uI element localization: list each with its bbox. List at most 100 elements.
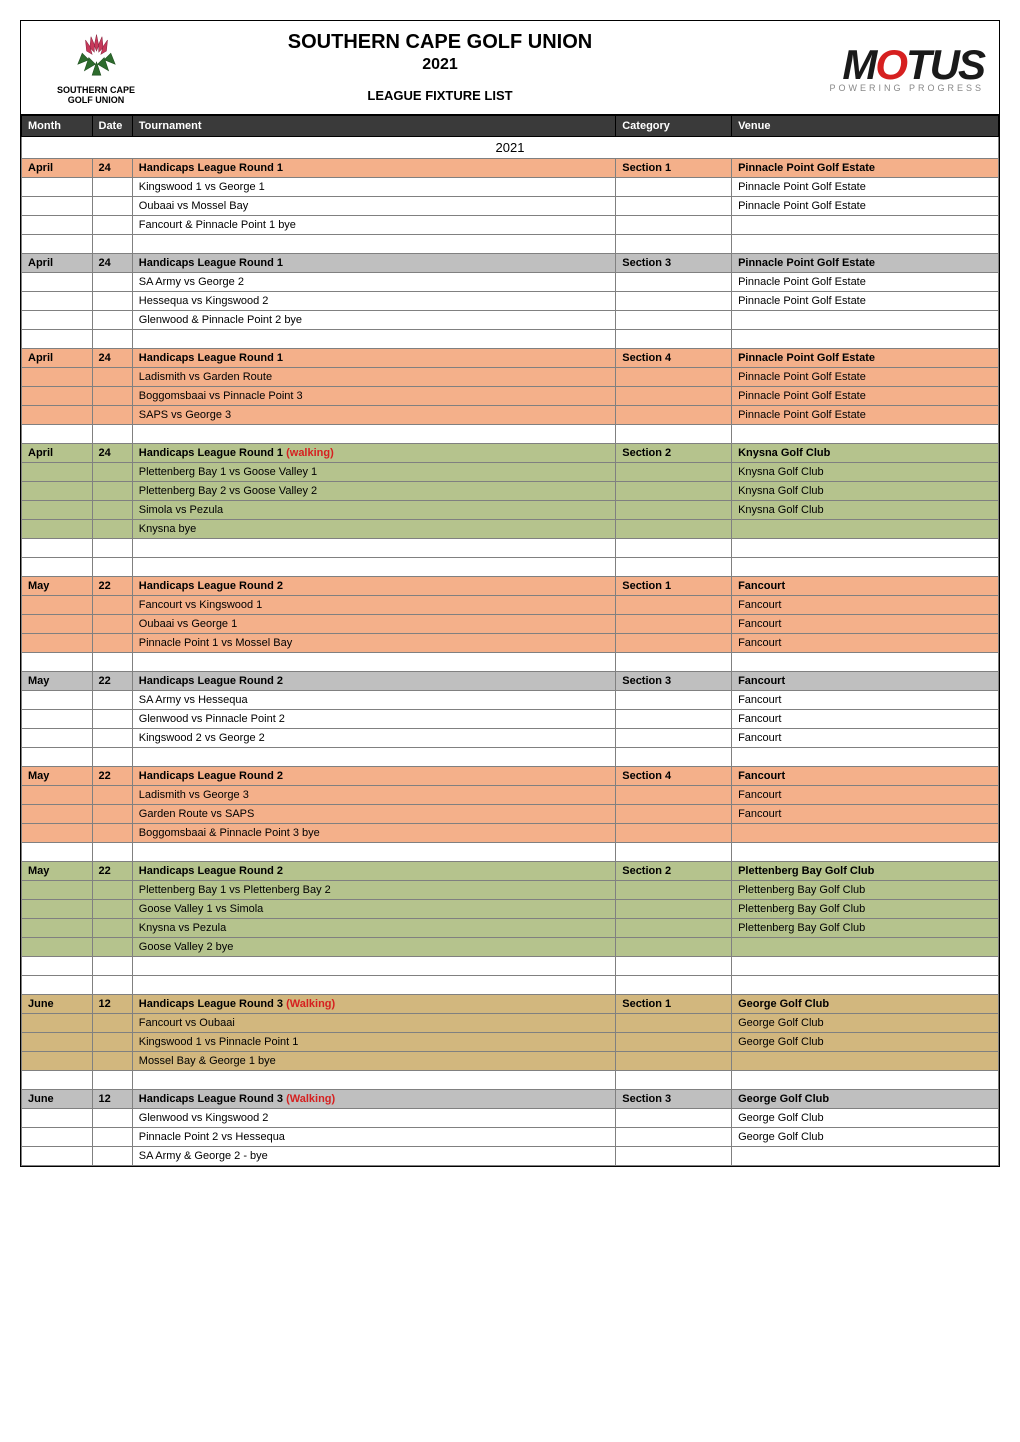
spacer-cell [92,747,132,766]
spacer-cell [92,557,132,576]
spacer-row [22,1070,999,1089]
header-center: SOUTHERN CAPE GOLF UNION 2021 LEAGUE FIX… [156,31,724,103]
logo-line2: GOLF UNION [68,95,125,105]
empty-date-cell [92,367,132,386]
empty-date-cell [92,386,132,405]
col-category: Category [616,115,732,136]
venue-cell: Pinnacle Point Golf Estate [732,196,999,215]
empty-date-cell [92,633,132,652]
fixture-row: Kingswood 2 vs George 2Fancourt [22,728,999,747]
spacer-row [22,424,999,443]
empty-category-cell [616,709,732,728]
fixture-cell: Ladismith vs George 3 [132,785,615,804]
fixture-cell: Glenwood vs Kingswood 2 [132,1108,615,1127]
round-title-cell: Handicaps League Round 2 [132,671,615,690]
fixture-row: Plettenberg Bay 2 vs Goose Valley 2Knysn… [22,481,999,500]
empty-month-cell [22,367,93,386]
logo-line1: SOUTHERN CAPE [57,85,135,95]
spacer-row [22,329,999,348]
section-cell: Section 3 [616,1089,732,1108]
empty-month-cell [22,177,93,196]
round-title-cell: Handicaps League Round 3 (Walking) [132,1089,615,1108]
round-title-prefix: Handicaps League Round 1 [139,447,286,459]
round-title-prefix: Handicaps League Round 3 [139,998,286,1010]
section-cell: Section 1 [616,576,732,595]
empty-date-cell [92,918,132,937]
venue-cell [732,1146,999,1165]
empty-month-cell [22,690,93,709]
fixture-cell: Knysna bye [132,519,615,538]
empty-month-cell [22,310,93,329]
empty-month-cell [22,405,93,424]
fixture-row: Kingswood 1 vs George 1Pinnacle Point Go… [22,177,999,196]
date-cell: 22 [92,861,132,880]
header-subtitle: LEAGUE FIXTURE LIST [156,88,724,103]
venue-cell [732,215,999,234]
header-venue-cell: Pinnacle Point Golf Estate [732,253,999,272]
section-cell: Section 1 [616,994,732,1013]
fixture-row: Oubaai vs George 1Fancourt [22,614,999,633]
empty-date-cell [92,709,132,728]
spacer-cell [732,747,999,766]
spacer-row [22,538,999,557]
fixture-row: Pinnacle Point 1 vs Mossel BayFancourt [22,633,999,652]
spacer-cell [732,652,999,671]
fixture-row: Mossel Bay & George 1 bye [22,1051,999,1070]
sponsor-logo: MOTUS POWERING PROGRESS [724,41,984,93]
fixture-cell: SA Army vs George 2 [132,272,615,291]
spacer-cell [22,842,93,861]
spacer-cell [732,538,999,557]
empty-category-cell [616,215,732,234]
empty-month-cell [22,728,93,747]
col-tournament: Tournament [132,115,615,136]
empty-category-cell [616,1032,732,1051]
spacer-cell [92,956,132,975]
empty-date-cell [92,462,132,481]
document-frame: SOUTHERN CAPE GOLF UNION SOUTHERN CAPE G… [20,20,1000,1167]
fixture-cell: Kingswood 1 vs Pinnacle Point 1 [132,1032,615,1051]
spacer-cell [732,329,999,348]
fixture-cell: Simola vs Pezula [132,500,615,519]
block-header-row: April24Handicaps League Round 1Section 4… [22,348,999,367]
venue-cell [732,519,999,538]
fixture-row: Glenwood vs Pinnacle Point 2Fancourt [22,709,999,728]
empty-date-cell [92,1013,132,1032]
spacer-cell [616,652,732,671]
venue-cell [732,310,999,329]
spacer-cell [616,956,732,975]
empty-category-cell [616,690,732,709]
empty-date-cell [92,310,132,329]
spacer-cell [616,747,732,766]
spacer-cell [132,538,615,557]
date-cell: 22 [92,576,132,595]
section-cell: Section 2 [616,443,732,462]
block-header-row: May22Handicaps League Round 2Section 1Fa… [22,576,999,595]
empty-month-cell [22,386,93,405]
fixture-cell: Knysna vs Pezula [132,918,615,937]
empty-category-cell [616,481,732,500]
venue-cell: George Golf Club [732,1127,999,1146]
section-cell: Section 2 [616,861,732,880]
spacer-cell [132,424,615,443]
sponsor-name: MOTUS [724,41,984,89]
round-title-prefix: Handicaps League Round 3 [139,1093,286,1105]
venue-cell: Plettenberg Bay Golf Club [732,918,999,937]
spacer-row [22,234,999,253]
empty-category-cell [616,899,732,918]
venue-cell: Fancourt [732,614,999,633]
date-cell: 24 [92,158,132,177]
header-year: 2021 [156,56,724,74]
spacer-cell [132,956,615,975]
spacer-cell [616,1070,732,1089]
empty-category-cell [616,804,732,823]
fixture-row: SA Army & George 2 - bye [22,1146,999,1165]
block-header-row: June12Handicaps League Round 3 (Walking)… [22,994,999,1013]
empty-date-cell [92,728,132,747]
venue-cell [732,1051,999,1070]
fixture-cell: Goose Valley 2 bye [132,937,615,956]
fixture-row: Garden Route vs SAPSFancourt [22,804,999,823]
venue-cell: Fancourt [732,709,999,728]
venue-cell: George Golf Club [732,1032,999,1051]
spacer-cell [132,842,615,861]
fixture-cell: Goose Valley 1 vs Simola [132,899,615,918]
